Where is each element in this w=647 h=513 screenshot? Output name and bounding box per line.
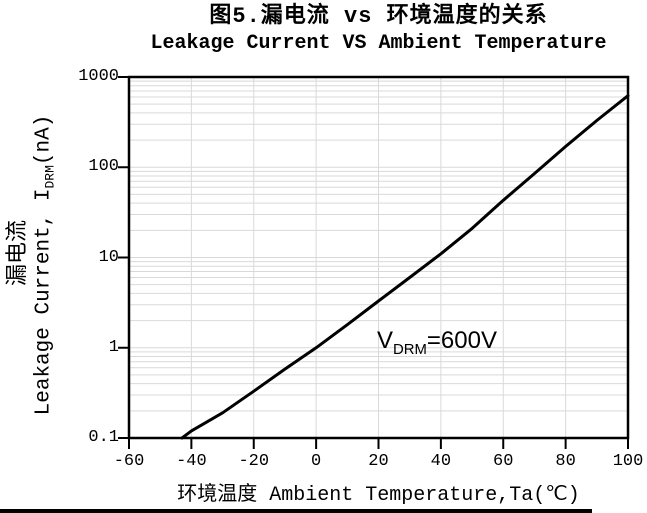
x-tick-label: 100 <box>612 452 644 471</box>
y-tick-label: 10 <box>98 247 119 267</box>
x-tick-label: 60 <box>493 452 514 471</box>
x-tick-label: 80 <box>555 452 576 471</box>
vdrm-annotation-sub: DRM <box>393 341 427 358</box>
y-tick-label: 1 <box>108 337 119 357</box>
vdrm-annotation-pre: V <box>377 327 394 354</box>
plot-border <box>127 75 630 440</box>
x-tick-label: -60 <box>113 452 145 471</box>
chart-title-block: 图5.漏电流 vs 环境温度的关系 Leakage Current VS Amb… <box>110 4 647 55</box>
chart-title-en: Leakage Current VS Ambient Temperature <box>150 32 607 56</box>
x-tick-label: 0 <box>311 452 322 471</box>
y-tick-label: 1000 <box>78 67 119 86</box>
vdrm-annotation: VDRM=600V <box>377 327 497 358</box>
x-tick-label: 40 <box>430 452 452 471</box>
x-tick-label: 20 <box>368 452 389 471</box>
x-tick-label: -40 <box>176 452 207 471</box>
vdrm-annotation-post: =600V <box>426 327 497 354</box>
y-tick-label: 0.1 <box>88 428 119 447</box>
page-bottom-rule <box>0 509 592 513</box>
chart-title-cjk: 图5.漏电流 vs 环境温度的关系 <box>209 4 548 29</box>
x-tick-label: -20 <box>238 452 270 471</box>
x-axis-title: 环境温度 Ambient Temperature,Ta(℃) <box>177 484 580 507</box>
y-tick-label: 100 <box>88 157 119 177</box>
series-leakage-current-vs-ambient-temperature <box>180 94 630 440</box>
